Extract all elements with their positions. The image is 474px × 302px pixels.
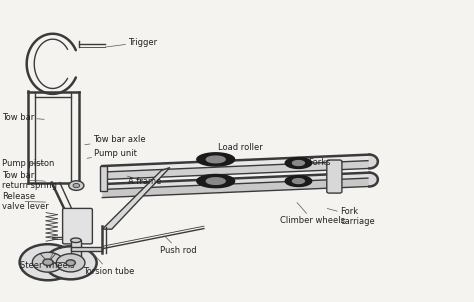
Text: Tow bar
return spring: Tow bar return spring [1, 171, 56, 190]
Text: A frame: A frame [127, 176, 162, 186]
Polygon shape [197, 175, 235, 188]
Polygon shape [102, 173, 369, 189]
Text: Load roller: Load roller [215, 143, 263, 160]
Circle shape [19, 244, 76, 280]
Text: Pump piston: Pump piston [1, 159, 54, 168]
Text: Forks: Forks [294, 158, 330, 167]
Polygon shape [197, 153, 235, 166]
Polygon shape [285, 176, 312, 186]
Text: Climber wheels: Climber wheels [281, 203, 346, 225]
Circle shape [69, 181, 84, 190]
Text: Torsion tube: Torsion tube [83, 253, 135, 276]
Ellipse shape [71, 238, 81, 243]
Text: Fork
carriage: Fork carriage [327, 207, 375, 226]
Polygon shape [285, 158, 312, 169]
Polygon shape [369, 173, 378, 186]
Text: Steer wheels: Steer wheels [19, 250, 74, 270]
Text: Tow bar: Tow bar [1, 113, 44, 122]
Circle shape [43, 259, 53, 265]
Circle shape [56, 254, 85, 272]
Polygon shape [292, 178, 304, 184]
Polygon shape [369, 155, 378, 169]
Polygon shape [292, 161, 304, 165]
Bar [71, 240, 81, 257]
Polygon shape [100, 166, 107, 191]
Polygon shape [206, 178, 225, 184]
Text: Trigger: Trigger [105, 38, 157, 47]
Text: Push rod: Push rod [160, 236, 197, 255]
Text: Release
valve lever: Release valve lever [1, 192, 48, 211]
Circle shape [32, 252, 64, 272]
Circle shape [73, 184, 80, 188]
Polygon shape [102, 178, 369, 198]
Polygon shape [102, 155, 369, 172]
Polygon shape [71, 247, 102, 251]
Polygon shape [206, 156, 225, 163]
Text: Pump unit: Pump unit [87, 149, 137, 158]
Circle shape [45, 246, 97, 279]
Text: Tow bar axle: Tow bar axle [85, 135, 146, 145]
FancyBboxPatch shape [63, 208, 92, 244]
FancyBboxPatch shape [327, 160, 342, 193]
Polygon shape [102, 161, 369, 180]
Polygon shape [102, 168, 170, 229]
Circle shape [66, 260, 75, 266]
